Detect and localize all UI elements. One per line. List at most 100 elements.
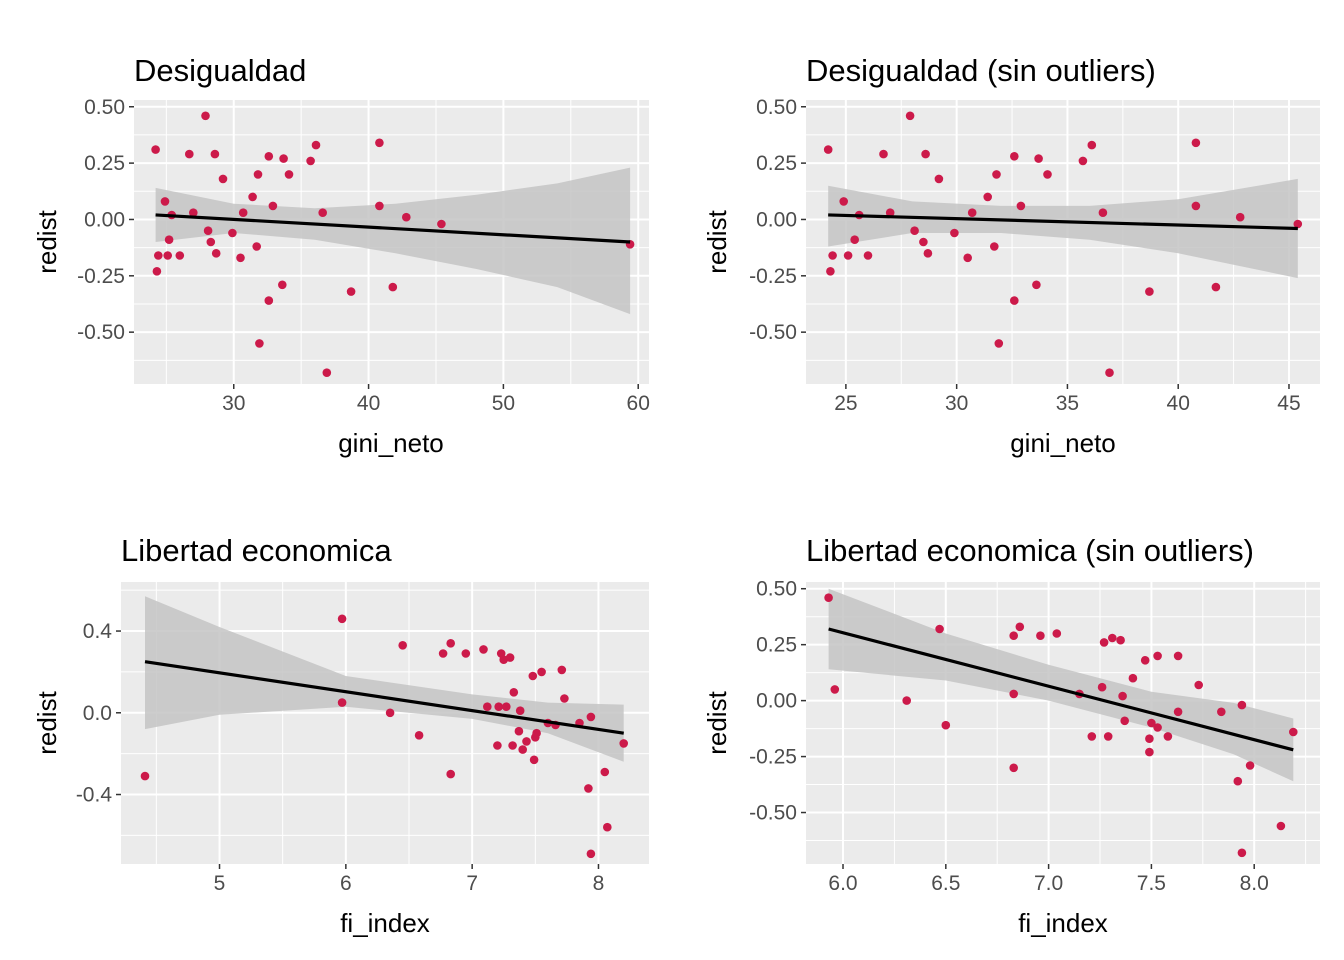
data-point	[1153, 723, 1162, 732]
data-point	[185, 149, 194, 159]
data-point	[522, 737, 531, 746]
data-point	[151, 145, 160, 154]
y-axis-title: redist	[702, 209, 732, 273]
panel-title: Libertad economica (sin outliers)	[806, 533, 1254, 568]
data-point	[990, 242, 999, 251]
data-point	[1010, 296, 1019, 305]
data-point	[253, 170, 263, 179]
data-point	[518, 745, 527, 754]
data-point	[1147, 718, 1156, 728]
y-tick-label: 0.50	[756, 578, 797, 601]
x-axis-title: fi_index	[340, 908, 430, 938]
y-tick-label: -0.50	[77, 321, 125, 344]
data-point	[1009, 763, 1018, 773]
data-point	[284, 170, 294, 179]
data-point	[1097, 682, 1107, 692]
data-point	[189, 208, 198, 217]
data-point	[322, 368, 332, 378]
data-point	[1245, 761, 1255, 770]
data-point	[508, 741, 517, 750]
data-point	[1087, 140, 1097, 150]
data-point	[910, 226, 919, 235]
confidence-band	[155, 167, 631, 315]
data-point	[1015, 622, 1025, 632]
data-point	[1128, 673, 1138, 683]
data-point	[850, 235, 859, 244]
data-point	[402, 212, 411, 222]
y-tick-label: -0.50	[749, 321, 797, 344]
data-point	[483, 702, 492, 711]
panel-desigualdad-sin-outliers: Desigualdad (sin outliers) 25 30 35 40 45 0.5…	[702, 53, 1320, 458]
data-point	[437, 219, 446, 229]
confidence-band	[828, 588, 1294, 782]
data-point	[1098, 208, 1108, 217]
data-point	[879, 149, 888, 159]
data-point	[600, 767, 610, 777]
confidence-band	[828, 178, 1298, 279]
data-point	[211, 249, 221, 258]
data-point	[152, 267, 162, 276]
y-tick-label: 0.50	[756, 96, 797, 119]
panel-title: Desigualdad	[134, 53, 306, 88]
x-tick-label: 30	[222, 392, 245, 415]
y-tick-label: -0.25	[749, 746, 797, 769]
plot-marks: 6.0 6.5 7.0 7.5 8.0 0.50 0.25 0.00 -0.25 -0.50	[749, 578, 1320, 895]
y-axis-title: redist	[32, 690, 62, 754]
data-point	[1010, 152, 1019, 161]
y-tick-label: -0.25	[749, 265, 797, 288]
data-point	[586, 849, 596, 859]
panel-libertad-economica: Libertad economica 5 6 7 8 0.4 0.0 -0.4 fi_ind…	[32, 533, 649, 938]
x-tick-label: 45	[1277, 392, 1300, 415]
data-point	[438, 649, 448, 658]
data-point	[206, 237, 216, 247]
y-tick-label: 0.25	[84, 152, 125, 175]
data-point	[919, 237, 928, 247]
plot-marks: 30 40 50 60 0.50 0.25 0.00 -0.25 -0.50	[77, 96, 650, 415]
fit-line	[144, 660, 624, 735]
x-tick-label: 30	[945, 392, 968, 415]
data-point	[1237, 848, 1247, 858]
data-point	[1217, 707, 1226, 717]
y-tick-label: 0.50	[84, 96, 125, 119]
data-point	[1108, 633, 1117, 643]
panel-libertad-economica-sin-outliers: Libertad economica (sin outliers) 6.0 6.5…	[702, 533, 1320, 938]
data-point	[1163, 732, 1173, 741]
data-point	[935, 624, 944, 634]
data-point	[963, 253, 972, 263]
data-point	[446, 639, 456, 648]
data-point	[1194, 680, 1203, 690]
x-tick-label: 40	[1167, 392, 1190, 415]
data-point	[1145, 287, 1154, 296]
data-point	[941, 720, 951, 730]
data-point	[1087, 732, 1097, 741]
data-point	[1036, 631, 1045, 640]
x-tick-label: 6.5	[931, 872, 960, 895]
x-tick-label: 8	[593, 872, 605, 895]
data-point	[826, 267, 835, 276]
data-point	[264, 296, 274, 305]
data-point	[1009, 689, 1018, 699]
data-point	[236, 253, 245, 263]
data-point	[375, 138, 384, 148]
data-point	[1034, 154, 1043, 163]
data-point	[983, 192, 992, 202]
data-point	[950, 228, 959, 238]
data-point	[228, 228, 237, 238]
data-point	[885, 208, 895, 217]
data-point	[252, 242, 261, 251]
data-point	[843, 251, 853, 260]
data-point	[1043, 170, 1052, 179]
data-point	[824, 593, 833, 602]
data-point	[385, 708, 395, 718]
x-tick-label: 7	[466, 872, 478, 895]
data-point	[398, 641, 408, 650]
x-tick-label: 7.0	[1034, 872, 1063, 895]
y-tick-label: 0.0	[83, 702, 112, 725]
x-tick-label: 50	[492, 392, 515, 415]
data-point	[823, 145, 833, 154]
data-point	[461, 649, 471, 658]
data-point	[446, 769, 456, 779]
data-point	[902, 696, 911, 705]
y-tick-label: 0.4	[83, 620, 113, 643]
data-point	[1173, 651, 1183, 661]
